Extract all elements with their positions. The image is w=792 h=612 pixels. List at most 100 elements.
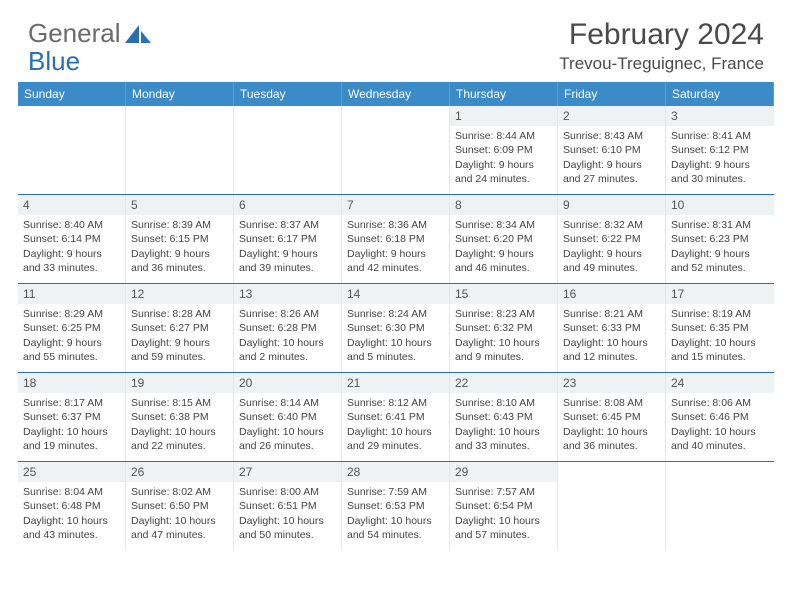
day-cell: 8Sunrise: 8:34 AMSunset: 6:20 PMDaylight…	[450, 195, 558, 283]
sunrise-text: Sunrise: 8:36 AM	[347, 218, 444, 232]
day-cell: 1Sunrise: 8:44 AMSunset: 6:09 PMDaylight…	[450, 106, 558, 194]
sunrise-text: Sunrise: 8:06 AM	[671, 396, 769, 410]
day-number: 17	[666, 284, 774, 304]
sunset-text: Sunset: 6:41 PM	[347, 410, 444, 424]
day-cell: 23Sunrise: 8:08 AMSunset: 6:45 PMDayligh…	[558, 373, 666, 461]
day-number: 28	[342, 462, 449, 482]
day-of-week-header: Sunday Monday Tuesday Wednesday Thursday…	[18, 82, 774, 106]
day-number: 9	[558, 195, 665, 215]
daylight-text: Daylight: 10 hours and 15 minutes.	[671, 336, 769, 364]
day-number: 10	[666, 195, 774, 215]
sunset-text: Sunset: 6:09 PM	[455, 143, 552, 157]
logo-text-general: General	[28, 18, 121, 49]
sunset-text: Sunset: 6:22 PM	[563, 232, 660, 246]
day-cell: 9Sunrise: 8:32 AMSunset: 6:22 PMDaylight…	[558, 195, 666, 283]
day-number: 29	[450, 462, 557, 482]
sunset-text: Sunset: 6:27 PM	[131, 321, 228, 335]
daylight-text: Daylight: 9 hours and 39 minutes.	[239, 247, 336, 275]
day-number: 27	[234, 462, 341, 482]
daylight-text: Daylight: 10 hours and 47 minutes.	[131, 514, 228, 542]
sunset-text: Sunset: 6:28 PM	[239, 321, 336, 335]
day-cell: 28Sunrise: 7:59 AMSunset: 6:53 PMDayligh…	[342, 462, 450, 550]
day-number: 12	[126, 284, 233, 304]
day-cell: 21Sunrise: 8:12 AMSunset: 6:41 PMDayligh…	[342, 373, 450, 461]
week-row: 25Sunrise: 8:04 AMSunset: 6:48 PMDayligh…	[18, 462, 774, 550]
day-number	[558, 462, 665, 466]
daylight-text: Daylight: 10 hours and 12 minutes.	[563, 336, 660, 364]
daylight-text: Daylight: 10 hours and 33 minutes.	[455, 425, 552, 453]
calendar: Sunday Monday Tuesday Wednesday Thursday…	[0, 82, 792, 550]
sunset-text: Sunset: 6:18 PM	[347, 232, 444, 246]
sunset-text: Sunset: 6:23 PM	[671, 232, 769, 246]
day-number: 18	[18, 373, 125, 393]
day-number: 2	[558, 106, 665, 126]
day-number: 15	[450, 284, 557, 304]
sunrise-text: Sunrise: 8:17 AM	[23, 396, 120, 410]
day-number: 20	[234, 373, 341, 393]
day-number: 6	[234, 195, 341, 215]
sunrise-text: Sunrise: 8:43 AM	[563, 129, 660, 143]
sunset-text: Sunset: 6:38 PM	[131, 410, 228, 424]
day-number: 21	[342, 373, 449, 393]
day-cell: 7Sunrise: 8:36 AMSunset: 6:18 PMDaylight…	[342, 195, 450, 283]
day-number	[666, 462, 774, 466]
day-number: 25	[18, 462, 125, 482]
daylight-text: Daylight: 10 hours and 57 minutes.	[455, 514, 552, 542]
day-number: 26	[126, 462, 233, 482]
daylight-text: Daylight: 10 hours and 9 minutes.	[455, 336, 552, 364]
sunset-text: Sunset: 6:17 PM	[239, 232, 336, 246]
sunrise-text: Sunrise: 8:32 AM	[563, 218, 660, 232]
day-number: 23	[558, 373, 665, 393]
day-cell: 22Sunrise: 8:10 AMSunset: 6:43 PMDayligh…	[450, 373, 558, 461]
daylight-text: Daylight: 10 hours and 43 minutes.	[23, 514, 120, 542]
daylight-text: Daylight: 10 hours and 54 minutes.	[347, 514, 444, 542]
daylight-text: Daylight: 10 hours and 2 minutes.	[239, 336, 336, 364]
day-cell	[342, 106, 450, 194]
day-cell: 16Sunrise: 8:21 AMSunset: 6:33 PMDayligh…	[558, 284, 666, 372]
sunset-text: Sunset: 6:15 PM	[131, 232, 228, 246]
sunset-text: Sunset: 6:20 PM	[455, 232, 552, 246]
sunrise-text: Sunrise: 7:57 AM	[455, 485, 552, 499]
sunset-text: Sunset: 6:12 PM	[671, 143, 769, 157]
dow-thursday: Thursday	[450, 82, 558, 106]
day-number: 3	[666, 106, 774, 126]
day-number: 13	[234, 284, 341, 304]
location-label: Trevou-Treguignec, France	[559, 54, 764, 74]
sunrise-text: Sunrise: 8:37 AM	[239, 218, 336, 232]
day-cell: 27Sunrise: 8:00 AMSunset: 6:51 PMDayligh…	[234, 462, 342, 550]
week-row: 11Sunrise: 8:29 AMSunset: 6:25 PMDayligh…	[18, 284, 774, 373]
daylight-text: Daylight: 9 hours and 30 minutes.	[671, 158, 769, 186]
logo-sail-icon	[125, 23, 151, 45]
sunrise-text: Sunrise: 8:40 AM	[23, 218, 120, 232]
sunrise-text: Sunrise: 8:31 AM	[671, 218, 769, 232]
day-cell: 15Sunrise: 8:23 AMSunset: 6:32 PMDayligh…	[450, 284, 558, 372]
day-cell: 20Sunrise: 8:14 AMSunset: 6:40 PMDayligh…	[234, 373, 342, 461]
day-cell	[126, 106, 234, 194]
daylight-text: Daylight: 9 hours and 36 minutes.	[131, 247, 228, 275]
daylight-text: Daylight: 9 hours and 52 minutes.	[671, 247, 769, 275]
sunrise-text: Sunrise: 8:26 AM	[239, 307, 336, 321]
daylight-text: Daylight: 9 hours and 59 minutes.	[131, 336, 228, 364]
dow-friday: Friday	[558, 82, 666, 106]
day-number	[234, 106, 341, 110]
daylight-text: Daylight: 10 hours and 22 minutes.	[131, 425, 228, 453]
sunset-text: Sunset: 6:45 PM	[563, 410, 660, 424]
sunrise-text: Sunrise: 8:24 AM	[347, 307, 444, 321]
day-cell: 11Sunrise: 8:29 AMSunset: 6:25 PMDayligh…	[18, 284, 126, 372]
sunset-text: Sunset: 6:50 PM	[131, 499, 228, 513]
dow-wednesday: Wednesday	[342, 82, 450, 106]
sunrise-text: Sunrise: 8:41 AM	[671, 129, 769, 143]
sunrise-text: Sunrise: 8:29 AM	[23, 307, 120, 321]
dow-monday: Monday	[126, 82, 234, 106]
sunset-text: Sunset: 6:30 PM	[347, 321, 444, 335]
day-cell: 3 Sunrise: 8:41 AMSunset: 6:12 PMDaylight…	[666, 106, 774, 194]
day-number: 24	[666, 373, 774, 393]
day-number	[342, 106, 449, 110]
day-cell	[234, 106, 342, 194]
weeks-container: 1Sunrise: 8:44 AMSunset: 6:09 PMDaylight…	[18, 106, 774, 550]
sunset-text: Sunset: 6:32 PM	[455, 321, 552, 335]
day-number: 19	[126, 373, 233, 393]
day-number: 8	[450, 195, 557, 215]
sunrise-text: Sunrise: 7:59 AM	[347, 485, 444, 499]
sunset-text: Sunset: 6:14 PM	[23, 232, 120, 246]
